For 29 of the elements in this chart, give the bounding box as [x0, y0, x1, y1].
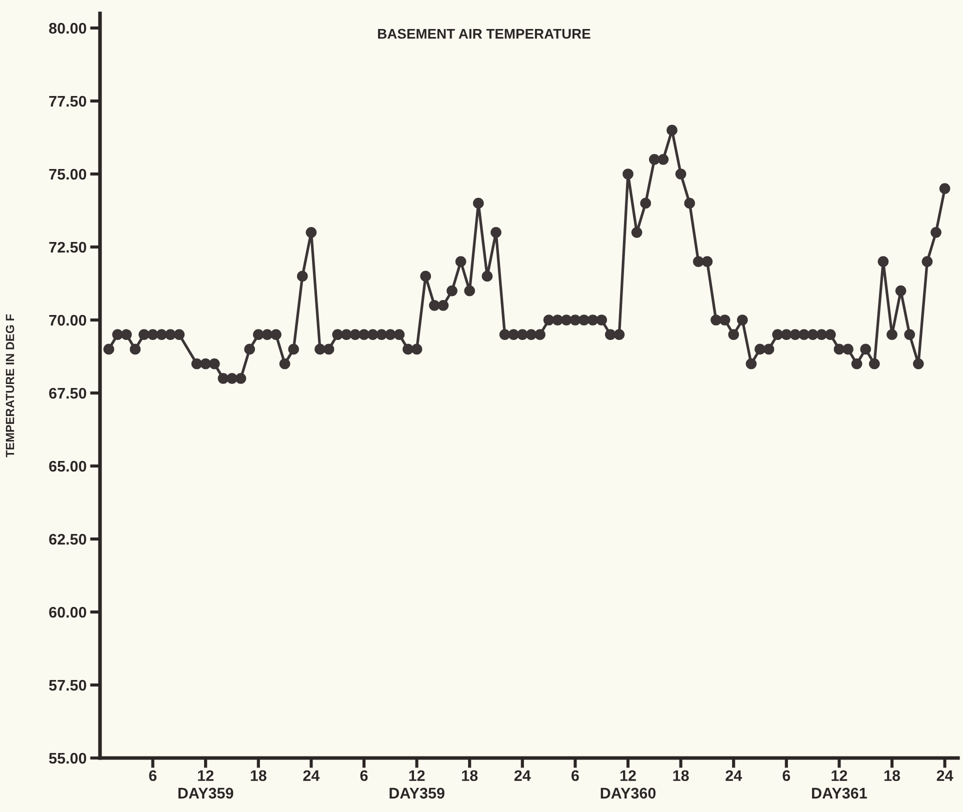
y-tick-label: 72.50	[49, 242, 86, 253]
x-tick-label: 24	[726, 770, 742, 781]
x-tick-label: 24	[936, 770, 954, 781]
y-tick-label: 75.00	[49, 168, 86, 180]
y-tick-label: 77.50	[49, 96, 86, 107]
x-tick-label: 18	[884, 770, 900, 782]
x-tick-label: 12 DAY361	[812, 770, 867, 799]
x-tick-label: 18	[250, 770, 266, 782]
y-axis-title: TEMPERATURE IN DEG F	[6, 314, 14, 458]
x-tick-label: 12 DAY359	[178, 770, 234, 799]
x-tick-label: 6	[360, 770, 368, 782]
text: BASEMENT AIR TEMPERATURE	[378, 28, 590, 39]
y-tick-label: 62.50	[49, 534, 86, 545]
y-tick-label: 65.00	[49, 460, 86, 472]
x-tick-label: 18	[673, 770, 689, 782]
y-tick-label: 60.00	[49, 606, 86, 618]
y-tick-label: 55.00	[49, 752, 86, 764]
x-tick-label: 6	[149, 770, 156, 782]
y-tick-label: 70.00	[49, 314, 86, 326]
x-tick-label: 24	[303, 770, 320, 781]
y-tick-label: 67.50	[49, 388, 86, 399]
x-tick-label: 12 DAY360	[600, 770, 656, 799]
x-tick-label: 6	[782, 770, 790, 782]
y-tick-label: 80.00	[49, 22, 86, 34]
x-tick-label: 12 DAY359	[390, 770, 444, 799]
x-tick-label: 18	[462, 770, 478, 782]
x-tick-label: 6	[572, 770, 579, 782]
x-tick-label: 24	[514, 770, 531, 781]
y-tick-label: 57.50	[49, 680, 86, 691]
